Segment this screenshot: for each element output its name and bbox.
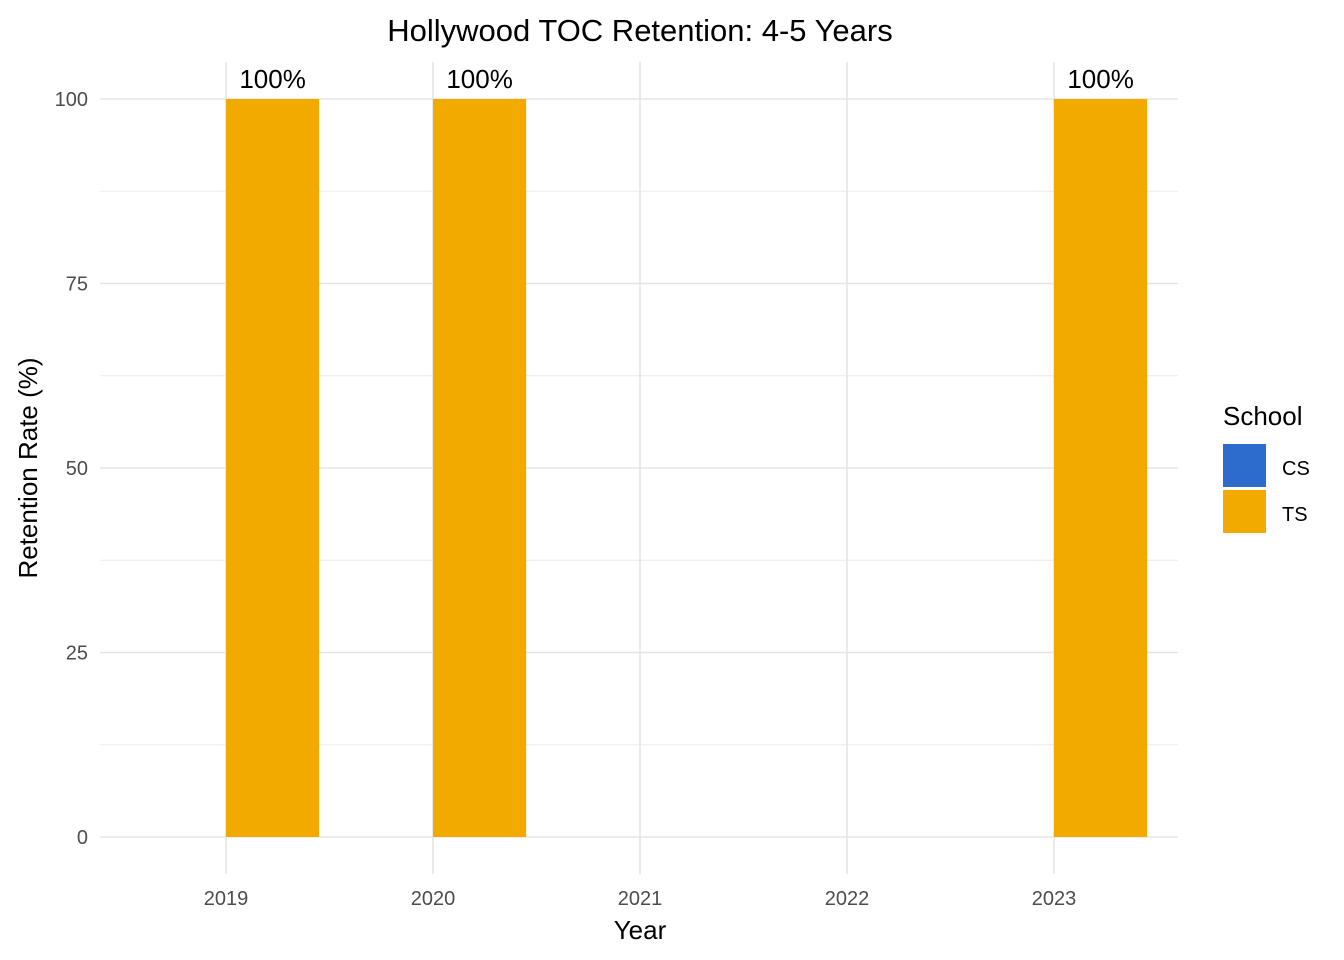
legend-label-cs: CS [1282, 458, 1310, 480]
x-tick-label: 2023 [1032, 888, 1077, 910]
data-label-2023: 100% [1067, 64, 1134, 94]
y-tick-label: 100 [55, 89, 88, 111]
data-label-2019: 100% [239, 64, 306, 94]
bar-ts-2019 [226, 99, 320, 837]
y-tick-label: 0 [77, 827, 88, 849]
x-tick-label: 2020 [411, 888, 456, 910]
tick-labels-layer: 0 25 50 75 100 2019 2020 2021 2022 2023 [55, 89, 1077, 910]
y-tick-label: 25 [66, 643, 88, 665]
y-tick-label: 50 [66, 458, 88, 480]
x-tick-label: 2021 [618, 888, 663, 910]
legend-key-cs [1223, 444, 1266, 487]
y-tick-label: 75 [66, 274, 88, 296]
legend-title: School [1223, 401, 1303, 431]
x-tick-label: 2022 [825, 888, 870, 910]
bar-ts-2020 [433, 99, 527, 837]
data-labels-layer: 100% 100% 100% [239, 64, 1133, 94]
legend: School CS TS [1223, 401, 1310, 533]
legend-key-ts [1223, 490, 1266, 533]
bar-ts-2023 [1054, 99, 1148, 837]
bars-layer [226, 99, 1148, 837]
y-axis-title: Retention Rate (%) [13, 357, 43, 578]
x-axis-title: Year [614, 915, 667, 945]
x-tick-label: 2019 [204, 888, 249, 910]
legend-label-ts: TS [1282, 504, 1308, 526]
data-label-2020: 100% [446, 64, 513, 94]
chart-title: Hollywood TOC Retention: 4-5 Years [387, 13, 892, 48]
